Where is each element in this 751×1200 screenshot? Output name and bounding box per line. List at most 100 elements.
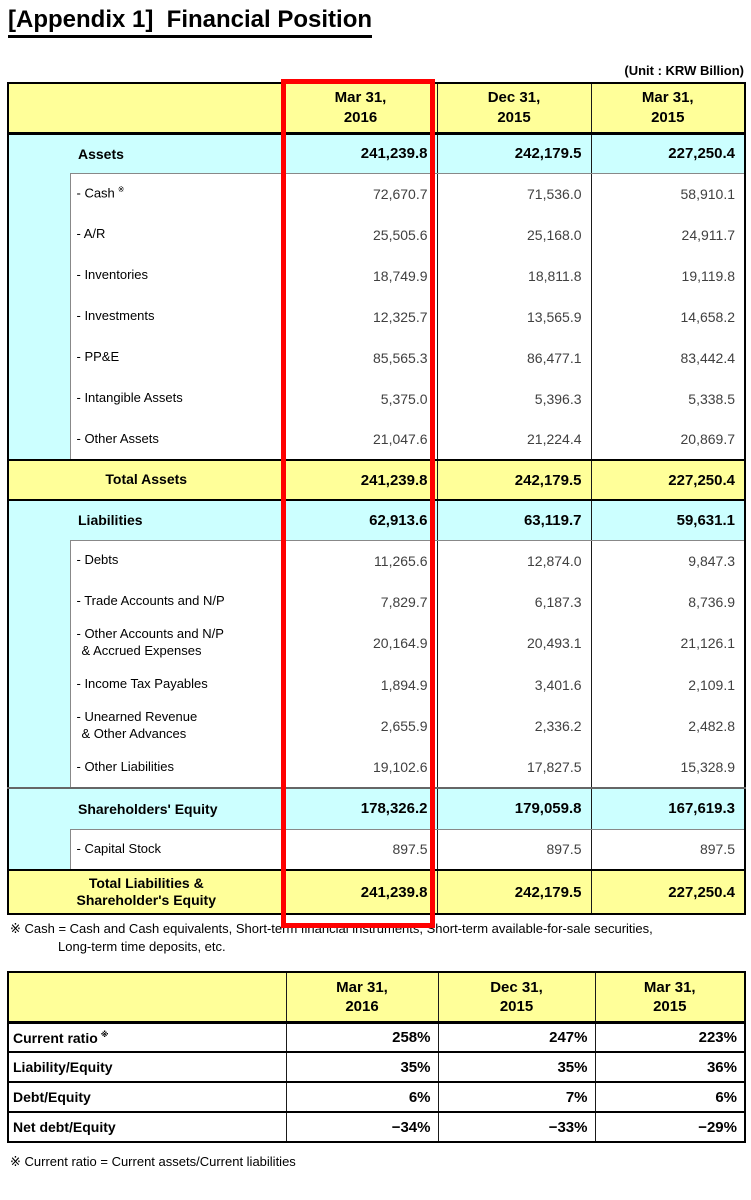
total-label: Total Liabilities & Shareholder's Equity <box>8 869 284 915</box>
row-other-assets: - Other Assets 21,047.6 21,224.4 20,869.… <box>8 419 745 460</box>
item-label: - Unearned Revenue & Other Advances <box>70 705 284 747</box>
value-cell: 2,482.8 <box>590 705 745 747</box>
value-cell: 17,827.5 <box>436 747 591 788</box>
item-label: - Trade Accounts and N/P <box>70 581 284 622</box>
header-blank-cell <box>8 83 284 135</box>
value-cell: 242,179.5 <box>436 459 591 501</box>
value-cell: 7% <box>437 1082 595 1114</box>
value-cell: 2,109.1 <box>590 664 745 705</box>
footnote-marker: ※ <box>117 185 125 195</box>
value-cell: 18,749.9 <box>283 255 437 296</box>
value-cell: 9,847.3 <box>590 540 745 581</box>
cyan-strip-cell <box>8 133 70 173</box>
value-cell: 20,869.7 <box>590 419 745 460</box>
value-cell: 6% <box>285 1082 438 1114</box>
footnote-cash: ※ Cash = Cash and Cash equivalents, Shor… <box>10 920 751 956</box>
value-cell: 5,338.5 <box>590 378 745 419</box>
item-label-line: & Other Advances <box>81 726 187 741</box>
value-cell: 35% <box>285 1052 438 1084</box>
row-current-ratio: Current ratio ※ 258% 247% 223% <box>8 1022 745 1054</box>
item-label: - Capital Stock <box>70 829 284 870</box>
ratio-label: Liability/Equity <box>8 1052 286 1084</box>
item-label-line: - Other Accounts and N/P <box>76 626 224 642</box>
value-cell: 2,336.2 <box>436 705 591 747</box>
row-debt-equity: Debt/Equity 6% 7% 6% <box>8 1082 745 1114</box>
value-cell: 12,874.0 <box>436 540 591 581</box>
value-cell: 13,565.9 <box>436 296 591 337</box>
value-cell: 25,505.6 <box>283 214 437 255</box>
header-col-dec-2015: Dec 31, 2015 <box>437 972 595 1024</box>
total-label-line: Shareholder's Equity <box>76 892 216 908</box>
row-other-liabilities: - Other Liabilities 19,102.6 17,827.5 15… <box>8 747 745 788</box>
value-cell: −33% <box>437 1112 595 1143</box>
value-cell: 897.5 <box>590 829 745 870</box>
header-row: Mar 31, 2016 Dec 31, 2015 Mar 31, 2015 <box>8 83 745 135</box>
value-cell: 242,179.5 <box>436 133 591 174</box>
value-cell: 59,631.1 <box>590 500 745 541</box>
value-cell: −34% <box>285 1112 438 1143</box>
row-inventories: - Inventories 18,749.9 18,811.8 19,119.8 <box>8 255 745 296</box>
column-header-line: Dec 31, <box>490 978 543 996</box>
balance-sheet-table: Mar 31, 2016 Dec 31, 2015 Mar 31, 2015 A… <box>7 82 746 915</box>
cyan-strip-cell <box>8 419 71 460</box>
cyan-strip-cell <box>8 214 71 255</box>
value-cell: 83,442.4 <box>590 337 745 378</box>
page-title-text: [Appendix 1] Financial Position <box>8 6 373 38</box>
cyan-strip-cell <box>8 747 71 788</box>
section-label: Assets <box>70 133 284 174</box>
header-col-mar-2016: Mar 31, 2016 <box>283 83 437 135</box>
row-shareholders-equity: Shareholders' Equity 178,326.2 179,059.8… <box>8 787 745 830</box>
value-cell: 5,375.0 <box>283 378 437 419</box>
value-cell: 227,250.4 <box>590 459 745 501</box>
row-debts: - Debts 11,265.6 12,874.0 9,847.3 <box>8 540 745 581</box>
value-cell: 241,239.8 <box>283 459 437 501</box>
cyan-strip-cell <box>8 664 71 705</box>
page-title: [Appendix 1] Financial Position <box>8 6 751 38</box>
row-income-tax-payables: - Income Tax Payables 1,894.9 3,401.6 2,… <box>8 664 745 705</box>
value-cell: 7,829.7 <box>283 581 437 622</box>
row-total-liabilities-equity: Total Liabilities & Shareholder's Equity… <box>8 869 745 915</box>
column-header-line: Mar 31, <box>641 89 694 107</box>
column-header-line: Dec 31, <box>487 89 541 107</box>
value-cell: 15,328.9 <box>590 747 745 788</box>
column-header-line: 2016 <box>343 108 378 126</box>
header-col-dec-2015: Dec 31, 2015 <box>436 83 591 135</box>
cyan-strip-cell <box>8 540 71 581</box>
value-cell: 71,536.0 <box>436 173 591 214</box>
column-header-line: 2015 <box>653 998 687 1016</box>
value-cell: 897.5 <box>436 829 591 870</box>
ratio-table: Mar 31, 2016 Dec 31, 2015 Mar 31, 2015 C… <box>7 971 746 1144</box>
value-cell: 241,239.8 <box>283 869 437 915</box>
value-cell: 18,811.8 <box>436 255 591 296</box>
value-cell: 242,179.5 <box>436 869 591 915</box>
ratio-label: Net debt/Equity <box>8 1112 286 1143</box>
value-cell: 247% <box>437 1022 595 1054</box>
item-label: - Cash ※ <box>70 173 284 214</box>
header-blank-cell <box>8 972 286 1024</box>
balance-sheet-table-wrap: Mar 31, 2016 Dec 31, 2015 Mar 31, 2015 A… <box>7 79 746 928</box>
cyan-strip-cell <box>8 378 71 419</box>
value-cell: 8,736.9 <box>590 581 745 622</box>
cyan-strip-cell <box>8 622 71 664</box>
footnote-marker: ※ <box>100 1029 109 1039</box>
column-header-line: 2015 <box>651 108 685 126</box>
section-label: Shareholders' Equity <box>70 787 284 830</box>
value-cell: 19,102.6 <box>283 747 437 788</box>
item-label: - Other Assets <box>70 419 284 460</box>
column-header-line: 2016 <box>345 998 379 1016</box>
item-label: - Inventories <box>70 255 284 296</box>
item-label: - Investments <box>70 296 284 337</box>
footnote-current-ratio: ※ Current ratio = Current assets/Current… <box>10 1154 296 1170</box>
row-assets: Assets 241,239.8 242,179.5 227,250.4 <box>8 133 745 174</box>
value-cell: 178,326.2 <box>283 787 437 830</box>
value-cell: 21,126.1 <box>590 622 745 664</box>
value-cell: 258% <box>285 1022 438 1054</box>
value-cell: 85,565.3 <box>283 337 437 378</box>
value-cell: 227,250.4 <box>590 869 745 915</box>
value-cell: 227,250.4 <box>590 133 745 174</box>
column-header-line: Mar 31, <box>334 89 387 107</box>
value-cell: 63,119.7 <box>436 500 591 541</box>
item-label: - PP&E <box>70 337 284 378</box>
row-investments: - Investments 12,325.7 13,565.9 14,658.2 <box>8 296 745 337</box>
value-cell: 20,164.9 <box>283 622 437 664</box>
